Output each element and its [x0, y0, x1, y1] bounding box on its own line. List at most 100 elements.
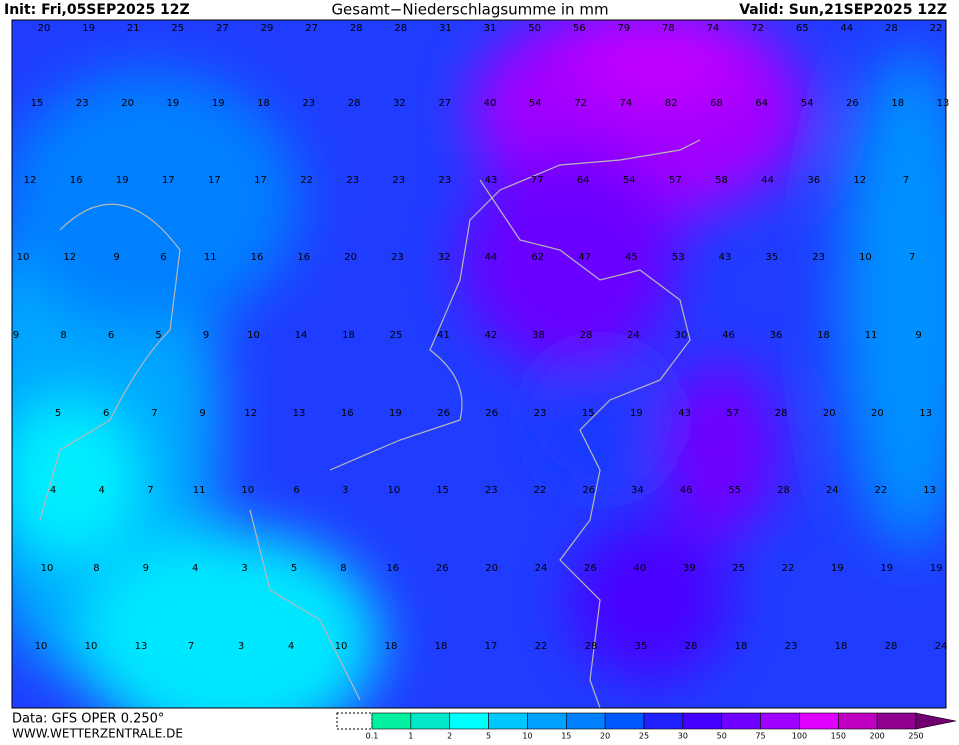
grid-value: 18 [735, 641, 748, 652]
grid-value: 35 [765, 252, 778, 263]
scale-label: 150 [831, 732, 846, 741]
grid-value: 4 [192, 563, 198, 574]
grid-value: 16 [341, 408, 354, 419]
grid-value: 10 [85, 641, 98, 652]
grid-value: 22 [782, 563, 795, 574]
grid-value: 8 [340, 563, 346, 574]
grid-value: 10 [388, 485, 401, 496]
grid-value: 28 [585, 641, 598, 652]
grid-value: 27 [305, 23, 318, 34]
grid-value: 11 [865, 330, 878, 341]
scale-label: 15 [561, 732, 571, 741]
grid-value: 19 [930, 563, 943, 574]
grid-value: 7 [903, 175, 909, 186]
grid-value: 19 [212, 98, 225, 109]
scale-label: 5 [486, 732, 491, 741]
grid-value: 22 [534, 485, 547, 496]
grid-value: 26 [582, 485, 595, 496]
grid-value: 15 [31, 98, 44, 109]
grid-value: 6 [160, 252, 166, 263]
grid-value: 11 [204, 252, 217, 263]
grid-value: 9 [143, 563, 149, 574]
grid-value: 23 [812, 252, 825, 263]
scale-swatch [876, 712, 917, 730]
grid-value: 7 [909, 252, 915, 263]
grid-value: 28 [885, 23, 898, 34]
grid-value: 3 [342, 485, 348, 496]
below-min [336, 712, 373, 730]
valid-time: Valid: Sun,21SEP2025 12Z [739, 2, 947, 18]
grid-value: 68 [710, 98, 723, 109]
grid-value: 23 [485, 485, 498, 496]
grid-value: 9 [915, 330, 921, 341]
grid-value: 23 [302, 98, 315, 109]
scale-swatch [410, 712, 451, 730]
grid-value: 62 [531, 252, 544, 263]
grid-value: 13 [919, 408, 932, 419]
grid-value: 54 [529, 98, 542, 109]
grid-value: 44 [485, 252, 498, 263]
map-title: Gesamt−Niederschlagsumme in mm [331, 1, 608, 19]
scale-label: 30 [678, 732, 688, 741]
grid-value: 6 [108, 330, 114, 341]
grid-value: 23 [439, 175, 452, 186]
grid-value: 5 [55, 408, 61, 419]
grid-value: 25 [171, 23, 184, 34]
grid-value: 24 [935, 641, 948, 652]
grid-value: 20 [38, 23, 51, 34]
scale-swatch [643, 712, 684, 730]
scale-swatch [721, 712, 761, 730]
grid-value: 23 [346, 175, 359, 186]
grid-value: 28 [685, 641, 698, 652]
grid-value: 25 [732, 563, 745, 574]
grid-value: 12 [24, 175, 37, 186]
grid-value: 7 [147, 485, 153, 496]
grid-value: 15 [436, 485, 449, 496]
color-scale: 0.1 1 2 5 10 15 20 25 30 50 75 100 150 200 250 [336, 712, 957, 741]
init-time: Init: Fri,05SEP2025 12Z [4, 2, 190, 18]
grid-value: 19 [831, 563, 844, 574]
scale-swatch [565, 712, 606, 730]
grid-value: 74 [620, 98, 633, 109]
grid-value: 43 [678, 408, 691, 419]
site: WWW.WETTERZENTRALE.DE [12, 727, 183, 741]
scale-arrow [915, 712, 957, 730]
grid-value: 18 [891, 98, 904, 109]
data-source: Data: GFS OPER 0.250° [12, 712, 164, 727]
grid-value: 74 [707, 23, 720, 34]
grid-value: 18 [435, 641, 448, 652]
grid-value: 26 [436, 563, 449, 574]
scale-label: 25 [639, 732, 649, 741]
grid-value: 10 [335, 641, 348, 652]
scale-label: 2 [447, 732, 452, 741]
grid-value: 27 [216, 23, 229, 34]
scale-swatch [371, 712, 412, 730]
grid-value: 21 [127, 23, 140, 34]
grid-value: 31 [439, 23, 452, 34]
grid-value: 53 [672, 252, 685, 263]
grid-value: 34 [631, 485, 644, 496]
grid-value: 57 [726, 408, 739, 419]
grid-value: 43 [719, 252, 732, 263]
grid-value: 26 [846, 98, 859, 109]
grid-value: 32 [438, 252, 451, 263]
scale-label: 75 [755, 732, 765, 741]
grid-value: 19 [880, 563, 893, 574]
grid-value: 28 [348, 98, 361, 109]
grid-value: 5 [291, 563, 297, 574]
grid-value: 8 [93, 563, 99, 574]
grid-value: 7 [188, 641, 194, 652]
grid-value: 45 [625, 252, 638, 263]
grid-value: 15 [582, 408, 595, 419]
grid-value: 23 [785, 641, 798, 652]
grid-value: 28 [580, 330, 593, 341]
grid-value: 6 [293, 485, 299, 496]
grid-value: 40 [484, 98, 497, 109]
scale-label: 0.1 [366, 732, 379, 741]
grid-value: 17 [485, 641, 498, 652]
grid-value: 24 [535, 563, 548, 574]
grid-value: 18 [342, 330, 355, 341]
grid-value: 17 [254, 175, 267, 186]
